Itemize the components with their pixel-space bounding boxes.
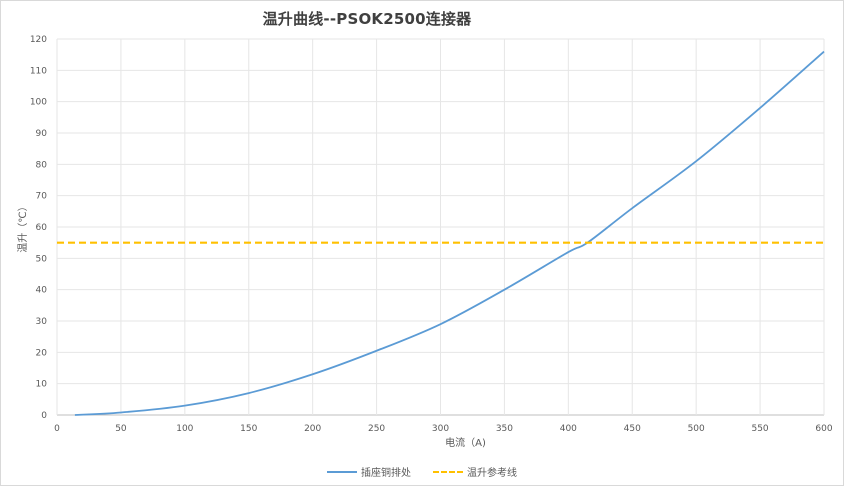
y-tick-label: 30 xyxy=(36,317,48,327)
y-tick-label: 90 xyxy=(36,129,48,139)
x-tick-label: 350 xyxy=(496,424,513,434)
x-tick-label: 50 xyxy=(115,424,127,434)
y-axis-title: 温升（℃） xyxy=(17,201,29,252)
chart-title: 温升曲线--PSOK2500连接器 xyxy=(0,8,844,29)
x-tick-label: 250 xyxy=(368,424,385,434)
y-tick-label: 80 xyxy=(36,160,48,170)
y-tick-label: 120 xyxy=(30,35,47,45)
y-tick-label: 100 xyxy=(30,98,47,108)
legend-item-reference[interactable]: 温升参考线 xyxy=(433,464,517,479)
legend-label-busbar: 插座铜排处 xyxy=(361,468,411,479)
x-tick-label: 200 xyxy=(304,424,321,434)
x-tick-label: 400 xyxy=(560,424,577,434)
y-tick-label: 40 xyxy=(36,286,48,296)
y-tick-label: 20 xyxy=(36,348,48,358)
x-tick-label: 550 xyxy=(751,424,768,434)
y-tick-label: 10 xyxy=(36,380,48,390)
y-tick-label: 60 xyxy=(36,223,48,233)
y-tick-label: 0 xyxy=(41,411,47,421)
temperature-rise-curve xyxy=(74,50,825,416)
x-tick-label: 100 xyxy=(176,424,193,434)
legend-solid-line-icon xyxy=(327,470,357,473)
x-tick-label: 600 xyxy=(815,424,832,434)
legend-dashed-line-icon xyxy=(433,470,463,473)
x-tick-label: 450 xyxy=(624,424,641,434)
chart-title-text: 温升曲线--PSOK2500连接器 xyxy=(262,10,472,28)
y-tick-label: 50 xyxy=(36,254,48,264)
legend-label-reference: 温升参考线 xyxy=(467,468,517,479)
x-axis-title: 电流（A) xyxy=(445,436,486,449)
y-tick-label: 70 xyxy=(36,192,48,202)
x-tick-label: 150 xyxy=(240,424,257,434)
legend-item-busbar[interactable]: 插座铜排处 xyxy=(327,464,411,479)
x-tick-label: 500 xyxy=(688,424,705,434)
legend: 插座铜排处 温升参考线 xyxy=(0,464,844,479)
x-tick-label: 300 xyxy=(432,424,449,434)
x-tick-label: 0 xyxy=(54,424,60,434)
y-tick-label: 110 xyxy=(30,66,47,76)
